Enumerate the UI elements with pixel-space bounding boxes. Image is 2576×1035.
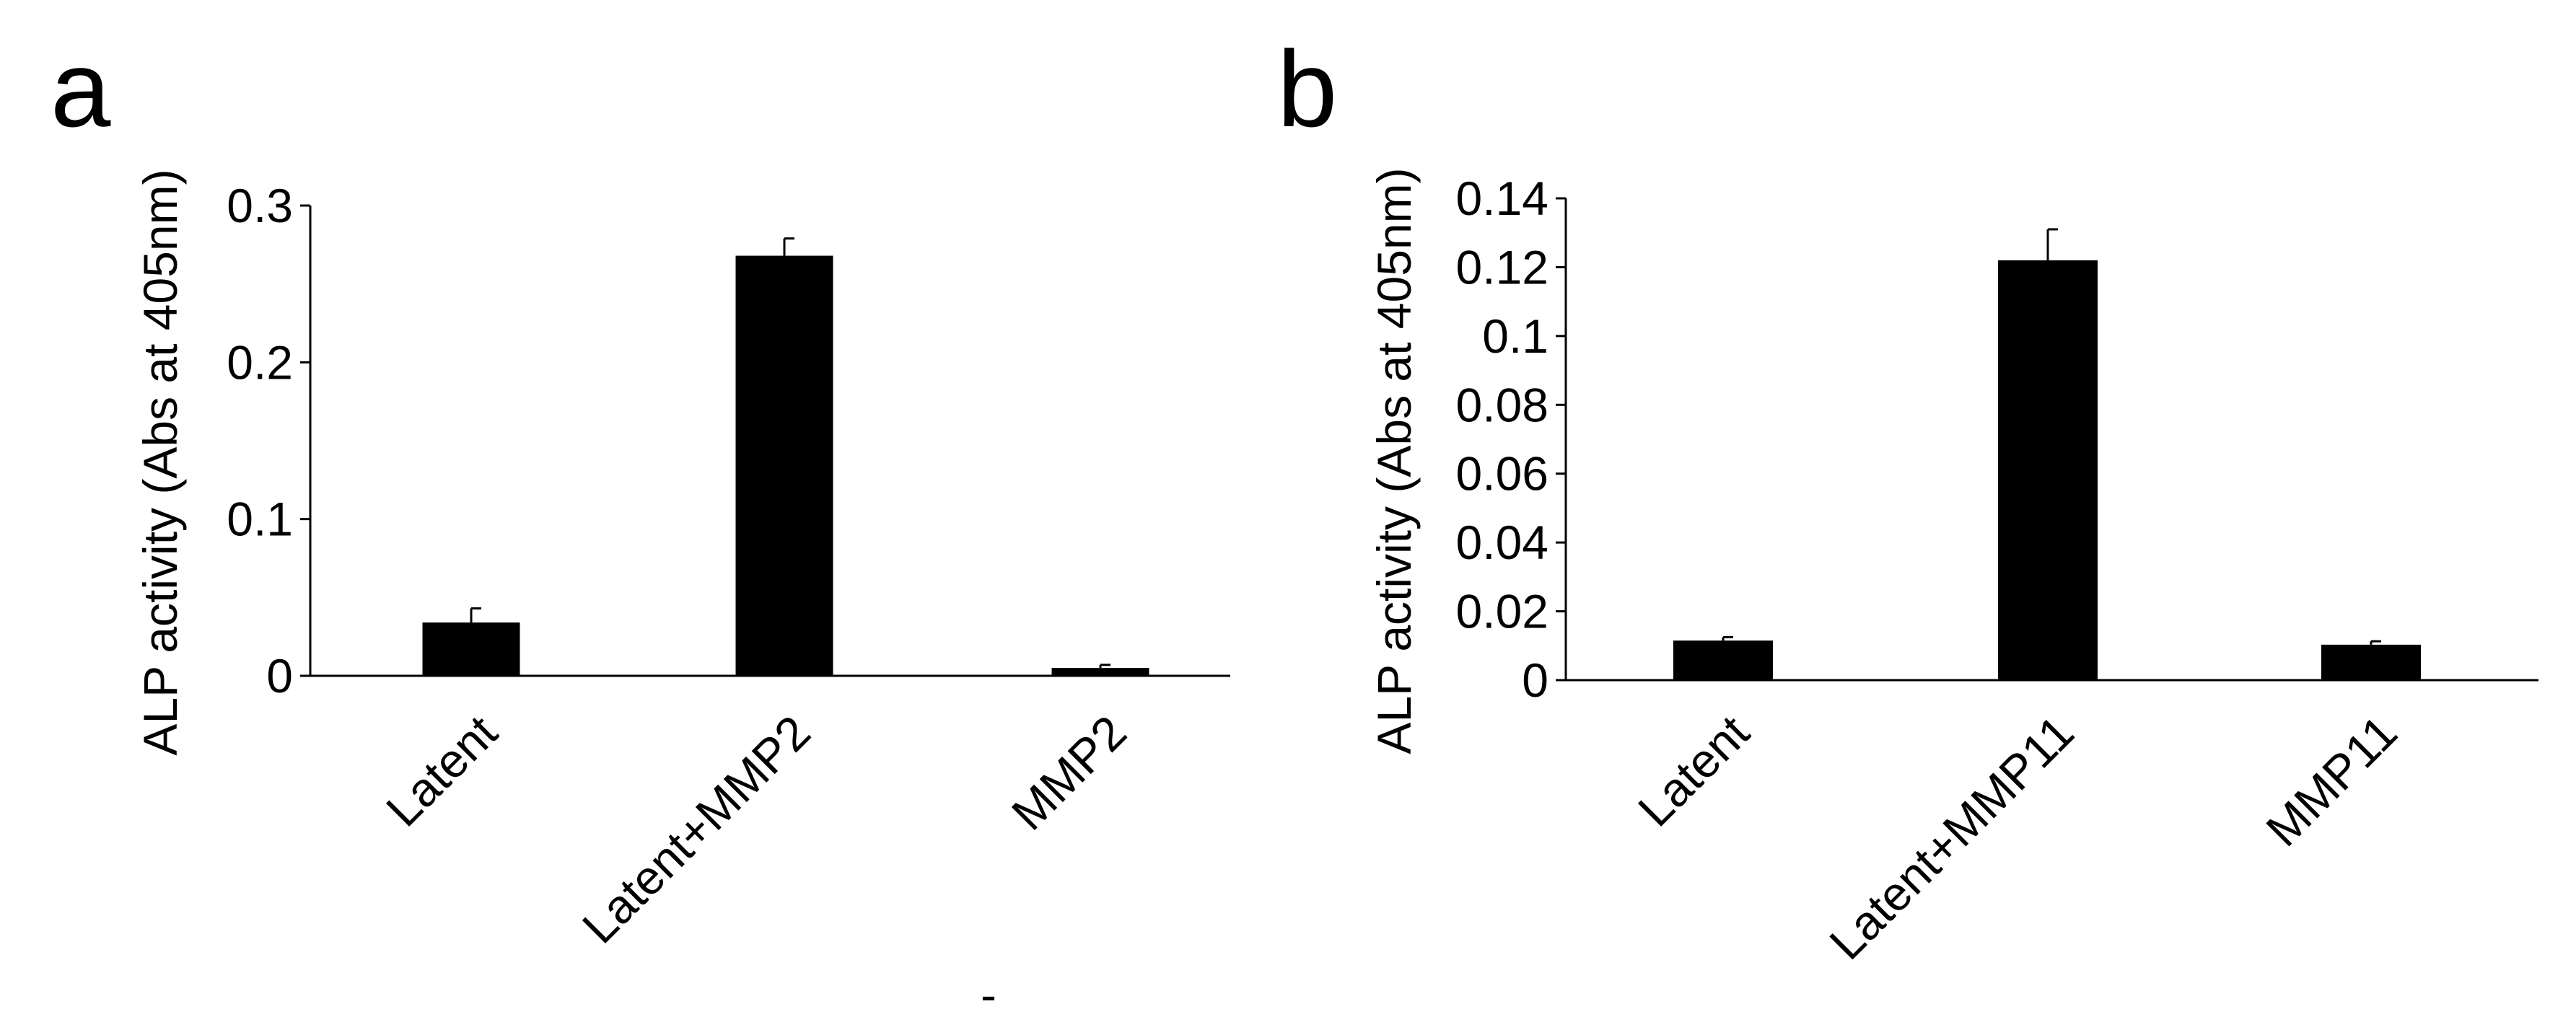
y-tick-label: 0.06 bbox=[1456, 447, 1548, 501]
panel-label: a bbox=[51, 28, 111, 149]
y-tick-label: 0.1 bbox=[227, 493, 293, 546]
category-label: Latent+MMP2 bbox=[572, 705, 820, 953]
y-tick-label: 0.08 bbox=[1456, 378, 1548, 431]
stray-mark: - bbox=[981, 968, 996, 1021]
panel-a: a ALP activity (Abs at 405nm) 0 0.1 0.2 0.3 La… bbox=[51, 28, 1230, 953]
y-tick-label: 0.02 bbox=[1456, 585, 1548, 638]
y-tick-label: 0.12 bbox=[1456, 240, 1548, 294]
bar bbox=[1673, 640, 1773, 680]
panel-b: b ALP activity (Abs at 405nm) 0 0.02 0.04 0.0… bbox=[1277, 28, 2538, 969]
panel-label: b bbox=[1277, 28, 1337, 149]
bar bbox=[736, 256, 833, 676]
y-tick-label: 0.1 bbox=[1482, 309, 1548, 363]
y-axis-title: ALP activity (Abs at 405nm) bbox=[1367, 167, 1421, 754]
bar bbox=[1998, 260, 2098, 680]
bar bbox=[2321, 645, 2421, 680]
bar bbox=[423, 622, 520, 676]
y-axis-title: ALP activity (Abs at 405nm) bbox=[133, 169, 187, 755]
bar bbox=[1052, 668, 1149, 676]
category-label: MMP11 bbox=[2256, 705, 2407, 857]
y-tick-label: 0.04 bbox=[1456, 516, 1548, 569]
y-tick-label: 0.3 bbox=[227, 179, 293, 232]
y-tick-label: 0.14 bbox=[1456, 172, 1548, 225]
y-tick-label: 0 bbox=[266, 649, 293, 703]
category-label: MMP2 bbox=[1002, 705, 1136, 840]
category-label: Latent+MMP11 bbox=[1819, 705, 2084, 970]
y-tick-label: 0 bbox=[1522, 653, 1548, 707]
category-label: Latent bbox=[376, 705, 507, 837]
category-label: Latent bbox=[1628, 705, 1759, 837]
y-tick-label: 0.2 bbox=[227, 335, 293, 389]
